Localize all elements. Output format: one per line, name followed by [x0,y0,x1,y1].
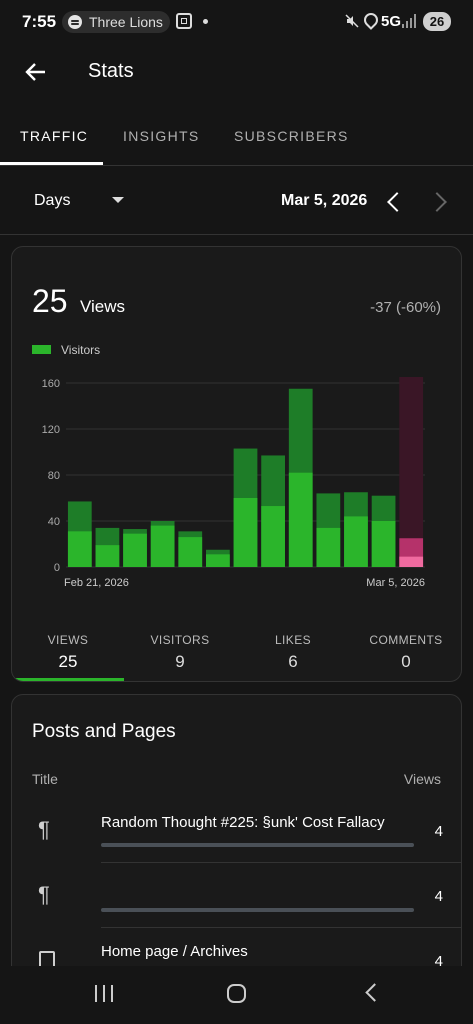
stat-comments-value: 0 [401,652,411,671]
selected-bar-highlight [399,377,424,567]
stat-comments-label: COMMENTS [369,633,443,647]
status-bar: 7:55 Three Lions 5G 26 [0,0,473,44]
visitors-bar [95,545,120,567]
post-title: Random Thought #225: §unk' Cost Fallacy [101,814,385,831]
visitors-bar [178,537,203,567]
y-tick-label: 160 [42,378,60,390]
notification-dot-icon [203,19,208,24]
spotify-icon [68,15,82,29]
signal-icon [402,14,418,28]
column-title-header: Title [32,771,58,787]
stat-visitors-value: 9 [175,652,185,671]
views-chart[interactable]: 160 120 80 40 0 Feb 21, 2026 Mar 5, 2026 [12,367,462,597]
summary-value: 25 [32,283,68,319]
media-app-label: Three Lions [89,14,163,30]
battery-indicator: 26 [423,12,451,31]
previous-date-icon[interactable] [387,192,407,212]
system-nav-bar [0,966,473,1024]
paragraph-icon: ¶ [38,817,50,842]
visitors-bar [344,516,368,567]
visitors-bar [371,521,396,567]
system-back-icon[interactable] [365,983,384,1002]
row-divider [101,927,461,928]
visitors-bar [399,556,424,567]
mute-icon [345,14,359,28]
post-title: Home page / Archives [101,943,248,960]
selected-date: Mar 5, 2026 [281,192,368,209]
stat-views[interactable]: VIEWS 25 [23,633,113,672]
stat-comments[interactable]: COMMENTS 0 [361,633,451,672]
y-tick-label: 120 [42,424,60,436]
column-views-header: Views [403,771,441,787]
x-start-label: Feb 21, 2026 [64,577,129,589]
stat-likes-label: LIKES [274,633,312,647]
network-label: 5G [381,13,402,30]
stat-views-label: VIEWS [47,633,89,647]
tab-indicator [0,162,103,165]
visitors-bar [261,506,285,567]
paragraph-icon: ¶ [38,882,50,907]
visitors-bar [316,527,341,567]
visitors-bar [123,533,147,567]
media-pill[interactable]: Three Lions [62,11,170,33]
stat-likes[interactable]: LIKES 6 [248,633,338,672]
tabs-divider [0,165,473,166]
stat-indicator [12,678,124,681]
views-bar [101,908,414,912]
visitors-bar [206,554,230,567]
y-tick-label: 80 [48,470,60,482]
posts-title: Posts and Pages [32,721,176,742]
y-tick-label: 40 [48,516,60,528]
row-divider [101,862,461,863]
legend-label: Visitors [61,343,101,357]
traffic-card: 25 Views -37 (-60%) Visitors 160 120 80 40 0… [11,246,462,682]
post-views: 4 [434,953,443,970]
tab-traffic[interactable]: TRAFFIC [20,128,89,144]
x-end-label: Mar 5, 2026 [366,577,425,589]
summary-unit: Views [80,297,126,316]
granularity-dropdown[interactable]: Days [34,192,71,209]
stat-visitors[interactable]: VISITORS 9 [135,633,225,672]
date-divider [0,234,473,235]
stat-visitors-label: VISITORS [150,633,210,647]
next-date-icon[interactable] [427,192,447,212]
post-views: 4 [434,888,443,905]
visitors-bar [67,531,92,567]
visitors-bar [288,472,313,567]
views-bar [101,843,414,847]
location-icon [361,10,381,30]
stat-views-value: 25 [58,652,78,671]
page-title: Stats [88,60,134,82]
visitors-bar [233,498,258,567]
summary-change: -37 (-60%) [370,299,441,316]
legend-swatch [32,345,51,354]
screen-capture-icon [176,13,192,29]
home-icon[interactable] [227,984,246,1003]
tab-insights[interactable]: INSIGHTS [123,128,200,144]
visitors-bar [150,525,175,567]
tab-subscribers[interactable]: SUBSCRIBERS [234,128,349,144]
y-tick-label: 0 [54,562,60,574]
back-arrow-icon[interactable] [24,60,48,84]
dropdown-caret-icon[interactable] [112,197,124,203]
post-views: 4 [434,823,443,840]
status-time: 7:55 [22,12,57,31]
recent-apps-icon[interactable] [95,985,115,1002]
posts-pages-card: Posts and Pages Title Views ¶ Random Tho… [11,694,462,984]
stat-likes-value: 6 [288,652,298,671]
